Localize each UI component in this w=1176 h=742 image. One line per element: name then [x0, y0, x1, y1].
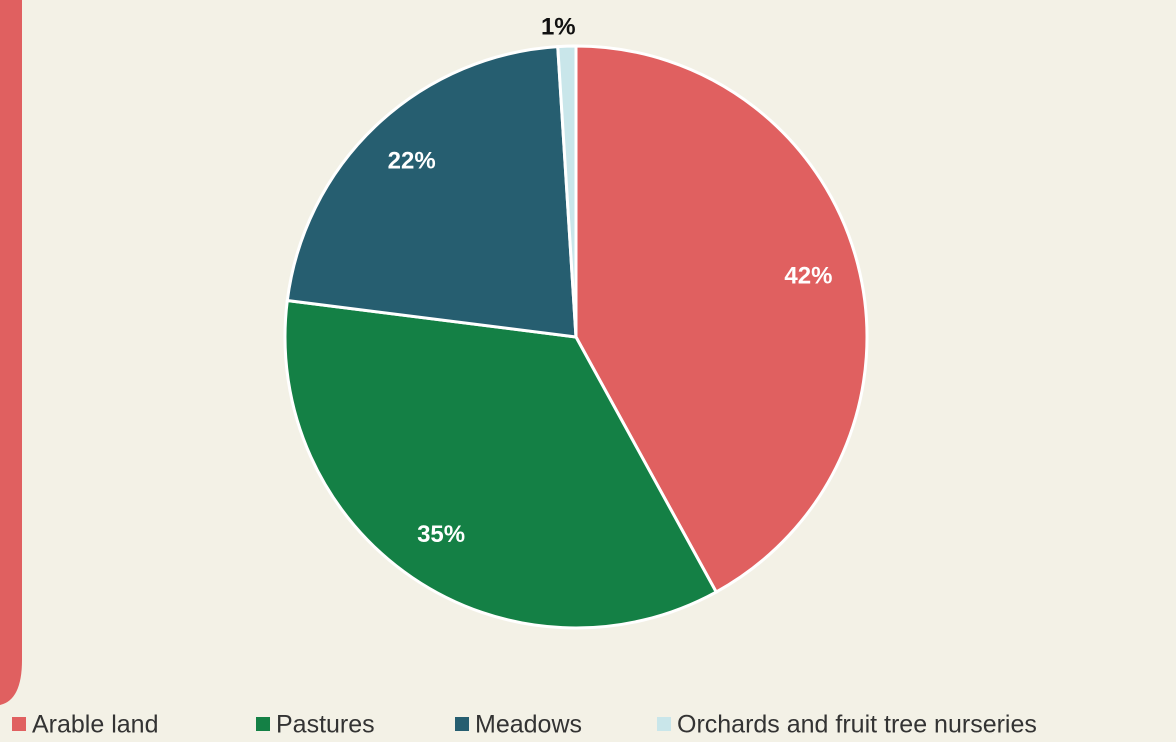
side-bar [0, 0, 22, 705]
legend-swatch [12, 717, 26, 731]
legend-label: Pastures [276, 711, 375, 739]
pie-slice [285, 44, 578, 339]
pie-slice [283, 298, 719, 630]
legend-swatch [455, 717, 469, 731]
data-label: 35% [417, 521, 465, 548]
data-label: 42% [784, 263, 832, 290]
legend-label: Meadows [475, 711, 582, 739]
data-label: 1% [541, 13, 576, 40]
pie-slice [574, 44, 869, 595]
pie-slice [556, 44, 578, 338]
legend-swatch [657, 717, 671, 731]
legend-label: Orchards and fruit tree nurseries [677, 711, 1037, 739]
legend-label: Arable land [32, 711, 158, 739]
legend-swatch [256, 717, 270, 731]
data-label: 22% [388, 147, 436, 174]
